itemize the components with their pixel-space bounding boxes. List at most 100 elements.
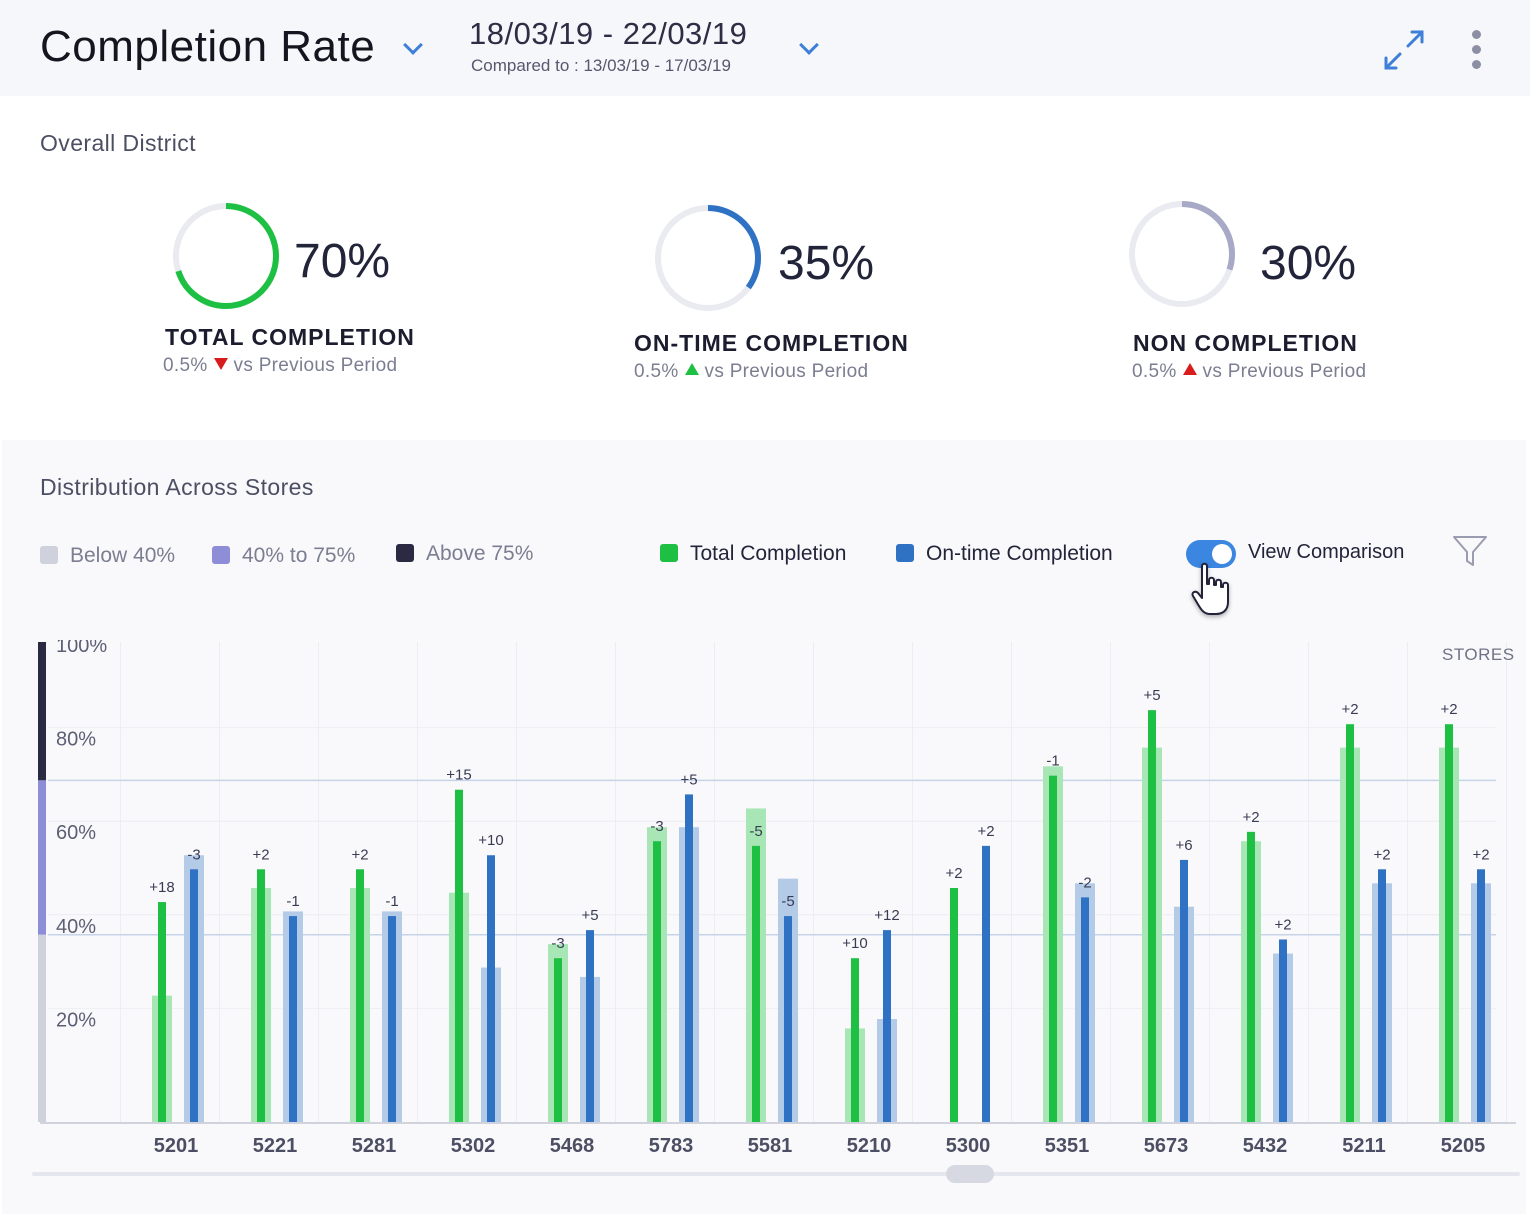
- bar-on-time-completion: [982, 845, 990, 1122]
- non-completion-value: 30%: [1260, 237, 1357, 290]
- bar-on-time-completion: [883, 930, 891, 1122]
- delta-suffix: vs Previous Period: [1202, 361, 1367, 382]
- band-above-75: [38, 642, 46, 781]
- legend-label: 40% to 75%: [242, 544, 356, 567]
- x-tick-label: 5205: [1441, 1135, 1486, 1157]
- filter-icon[interactable]: [1452, 534, 1488, 568]
- bar-total-completion: [158, 902, 166, 1122]
- legend-label: Above 75%: [426, 542, 534, 565]
- total-completion-arc: [173, 203, 279, 309]
- delta-value: 0.5%: [1132, 361, 1177, 382]
- total-completion-label: TOTAL COMPLETION: [165, 324, 415, 350]
- bar-total-completion: [1346, 724, 1354, 1122]
- view-comparison-toggle[interactable]: [1186, 540, 1236, 568]
- date-chevron-down-icon[interactable]: [799, 35, 819, 55]
- widget-title: Completion Rate: [40, 22, 376, 71]
- data-label: +2: [1341, 701, 1358, 718]
- x-tick-label: 5300: [946, 1135, 991, 1157]
- data-label: -3: [187, 846, 200, 863]
- data-label: -5: [781, 893, 794, 910]
- x-tick-label: 5210: [847, 1135, 892, 1157]
- view-comparison-label: View Comparison: [1248, 541, 1405, 563]
- data-label: +2: [1472, 846, 1489, 863]
- chart-scrollbar[interactable]: [32, 1172, 1520, 1176]
- bar-total-completion: [356, 869, 364, 1122]
- bar-on-time-completion: [1279, 939, 1287, 1122]
- data-label: +10: [478, 832, 503, 849]
- data-label: +2: [977, 823, 994, 840]
- hand-cursor-icon: [1191, 562, 1229, 615]
- total-completion-value: 70%: [294, 235, 391, 288]
- legend-below-40[interactable]: Below 40%: [40, 544, 175, 568]
- x-tick-label: 5783: [649, 1135, 694, 1157]
- delta-value: 0.5%: [634, 361, 679, 382]
- bar-total-completion: [554, 958, 562, 1122]
- bar-on-time-completion: [289, 916, 297, 1122]
- data-label: +5: [1143, 687, 1160, 704]
- x-tick-label: 5581: [748, 1135, 793, 1157]
- legend-swatch: [896, 544, 914, 562]
- title-chevron-down-icon[interactable]: [403, 35, 423, 55]
- bar-on-time-completion: [784, 916, 792, 1122]
- trend-down-icon: [213, 358, 228, 370]
- data-label: +2: [1274, 916, 1291, 933]
- data-label: +18: [149, 879, 174, 896]
- legend-swatch: [212, 546, 230, 564]
- data-label: +6: [1175, 837, 1192, 854]
- x-tick-label: 5281: [352, 1135, 397, 1157]
- band-40-to-75: [38, 780, 46, 935]
- on-time-completion-label: ON-TIME COMPLETION: [634, 330, 909, 356]
- data-label: -5: [749, 823, 762, 840]
- bar-total-completion: [950, 888, 958, 1122]
- bar-on-time-completion: [487, 855, 495, 1122]
- delta-value: 0.5%: [163, 355, 208, 376]
- non-completion-ring: [1129, 201, 1235, 307]
- total-completion-ring: [173, 203, 279, 309]
- bar-on-time-completion: [685, 794, 693, 1122]
- bar-total-completion: [752, 845, 760, 1122]
- data-label: +2: [252, 846, 269, 863]
- data-label: +2: [351, 846, 368, 863]
- delta-suffix: vs Previous Period: [704, 361, 869, 382]
- legend-swatch: [660, 544, 678, 562]
- y-tick-label: 80%: [56, 729, 96, 751]
- expand-icon[interactable]: [1382, 28, 1426, 72]
- date-range[interactable]: 18/03/19 - 22/03/19: [469, 16, 748, 51]
- bar-total-completion: [455, 789, 463, 1122]
- kebab-menu-icon[interactable]: [1466, 30, 1486, 72]
- data-label: +2: [1373, 846, 1390, 863]
- x-tick-label: 5351: [1045, 1135, 1090, 1157]
- legend-swatch: [40, 546, 58, 564]
- legend-label: Below 40%: [70, 544, 176, 567]
- total-completion-delta: 0.5% vs Previous Period: [163, 355, 397, 377]
- on-time-completion-ring: [655, 205, 761, 311]
- legend-total-completion[interactable]: Total Completion: [660, 542, 846, 566]
- data-label: -3: [650, 818, 663, 835]
- data-label: +12: [874, 907, 899, 924]
- legend-on-time-completion[interactable]: On-time Completion: [896, 542, 1113, 566]
- data-label: +2: [945, 865, 962, 882]
- data-label: -2: [1078, 874, 1091, 891]
- data-label: -1: [286, 893, 299, 910]
- distribution-title: Distribution Across Stores: [40, 474, 314, 500]
- trend-up-icon: [1182, 363, 1197, 375]
- x-tick-label: 5673: [1144, 1135, 1189, 1157]
- bar-total-completion: [653, 841, 661, 1122]
- data-label: +10: [842, 935, 867, 952]
- data-label: +2: [1242, 809, 1259, 826]
- bar-on-time-completion: [1180, 859, 1188, 1122]
- axis-title: STORES: [1442, 645, 1515, 664]
- bar-total-completion: [1445, 724, 1453, 1122]
- legend-label: On-time Completion: [926, 542, 1113, 565]
- bar-total-completion: [1148, 710, 1156, 1122]
- chart-scroll-thumb[interactable]: [946, 1165, 994, 1183]
- legend-above-75[interactable]: Above 75%: [396, 542, 533, 566]
- x-tick-label: 5201: [154, 1135, 199, 1157]
- legend-40-to-75[interactable]: 40% to 75%: [212, 544, 355, 568]
- data-label: -1: [1046, 753, 1059, 770]
- bar-total-completion: [1247, 831, 1255, 1122]
- x-tick-label: 5221: [253, 1135, 298, 1157]
- non-completion-delta: 0.5% vs Previous Period: [1132, 361, 1366, 383]
- x-tick-label: 5468: [550, 1135, 595, 1157]
- x-tick-label: 5432: [1243, 1135, 1288, 1157]
